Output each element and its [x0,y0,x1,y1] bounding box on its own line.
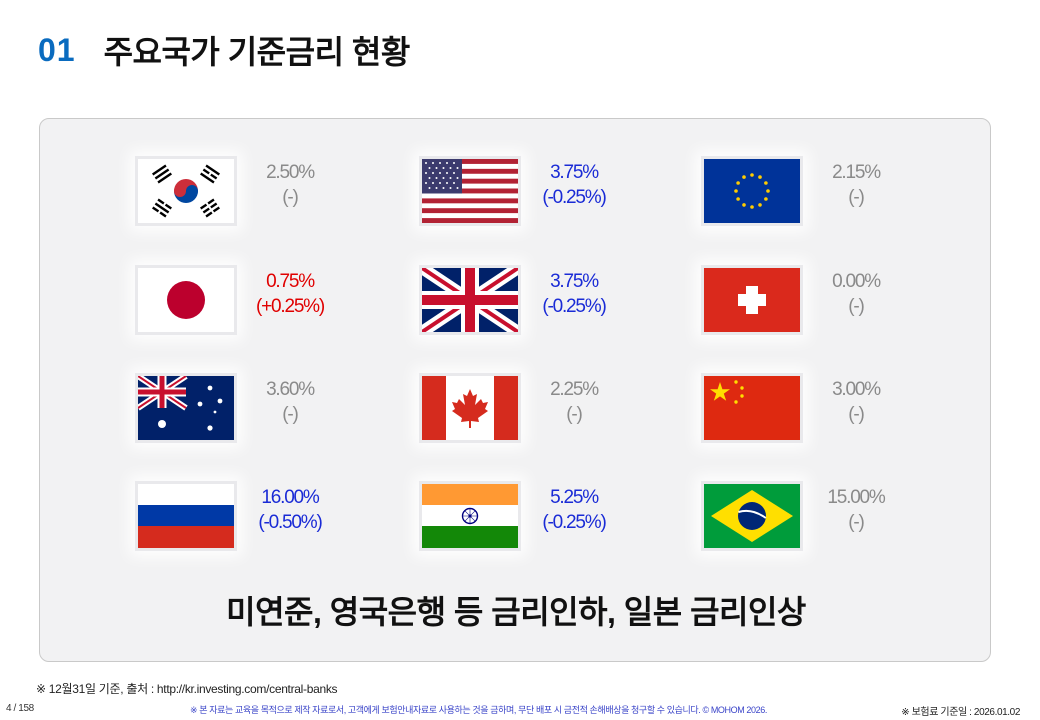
rate-card-uk: 3.75% (-0.25%) [419,265,669,345]
rate-text: 0.75% (+0.25%) [239,269,341,319]
rate-card-canada: 2.25% (-) [419,373,669,453]
rate-change: (-0.25%) [542,296,606,317]
source-note: ※ 12월31일 기준, 출처 : http://kr.investing.co… [36,682,338,696]
rate-change: (-) [848,512,865,533]
rate-text: 3.60% (-) [239,377,341,427]
reference-date: ※ 보험료 기준일 : 2026.01.02 [901,707,1020,718]
rate-text: 3.75% (-0.25%) [523,269,625,319]
india-flag-icon [419,481,521,551]
rate-value: 0.00% [832,271,881,292]
rate-card-korea: 2.50% (-) [135,156,385,236]
rate-card-china: 3.00% (-) [701,373,951,453]
rate-card-japan: 0.75% (+0.25%) [135,265,385,345]
headline: 미연준, 영국은행 등 금리인하, 일본 금리인상 [226,594,806,630]
rate-card-india: 5.25% (-0.25%) [419,481,669,561]
rate-text: 3.00% (-) [805,377,907,427]
rate-value: 5.25% [550,487,599,508]
rate-text: 5.25% (-0.25%) [523,485,625,535]
rate-value: 2.15% [832,162,881,183]
rate-change: (+0.25%) [255,296,325,317]
rate-change: (-) [848,296,865,317]
eu-flag-icon [701,156,803,226]
disclaimer: ※ 본 자료는 교육을 목적으로 제작 자료로서, 고객에게 보험안내자료로 사… [190,705,767,715]
rate-value: 15.00% [827,487,885,508]
korea-flag-icon [135,156,237,226]
rate-card-eu: 2.15% (-) [701,156,951,236]
rate-text: 16.00% (-0.50%) [239,485,341,535]
rate-value: 2.50% [266,162,315,183]
rate-card-switzerland: 0.00% (-) [701,265,951,345]
rate-change: (-) [848,187,865,208]
rate-card-brazil: 15.00% (-) [701,481,951,561]
canada-flag-icon [419,373,521,443]
rates-panel: 2.50% (-) [39,118,991,662]
rate-change: (-0.25%) [542,187,606,208]
section-number: 01 [38,31,76,68]
rate-value: 3.00% [832,379,881,400]
page-title: 주요국가 기준금리 현황 [103,34,411,70]
rate-value: 3.60% [266,379,315,400]
rate-change: (-0.50%) [258,512,322,533]
page-header: 01 주요국가 기준금리 현황 [38,28,410,72]
rate-text: 2.25% (-) [523,377,625,427]
switzerland-flag-icon [701,265,803,335]
rate-change: (-) [566,404,583,425]
china-flag-icon [701,373,803,443]
rate-value: 3.75% [550,271,599,292]
brazil-flag-icon [701,481,803,551]
rate-value: 2.25% [550,379,599,400]
rate-text: 0.00% (-) [805,269,907,319]
rate-card-usa: 3.75% (-0.25%) [419,156,669,236]
rate-change: (-) [282,404,299,425]
rate-change: (-0.25%) [542,512,606,533]
rate-change: (-) [282,187,299,208]
rate-value: 16.00% [261,487,319,508]
rate-text: 15.00% (-) [805,485,907,535]
rate-change: (-) [848,404,865,425]
usa-flag-icon [419,156,521,226]
australia-flag-icon [135,373,237,443]
rate-text: 3.75% (-0.25%) [523,160,625,210]
rate-value: 3.75% [550,162,599,183]
uk-flag-icon [419,265,521,335]
rate-card-australia: 3.60% (-) [135,373,385,453]
rate-value: 0.75% [266,271,315,292]
page-number: 4 / 158 [6,703,34,714]
rate-text: 2.15% (-) [805,160,907,210]
rate-text: 2.50% (-) [239,160,341,210]
russia-flag-icon [135,481,237,551]
rate-card-russia: 16.00% (-0.50%) [135,481,385,561]
japan-flag-icon [135,265,237,335]
